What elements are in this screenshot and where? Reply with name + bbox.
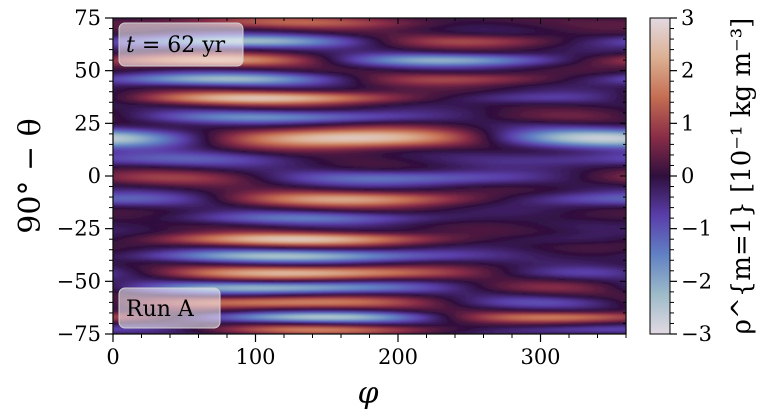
colorbar-tick-label: −3 <box>681 322 712 346</box>
x-tick-label: 0 <box>106 345 119 369</box>
y-tick-label: 25 <box>74 111 101 135</box>
colorbar-tick-label: 0 <box>681 164 694 188</box>
y-axis-title: 90° − θ <box>13 118 48 233</box>
time-badge-symbol: t <box>126 33 135 58</box>
y-tick-label: −50 <box>57 269 101 293</box>
y-tick-label: 50 <box>74 59 101 83</box>
colorbar-tick-label: 2 <box>681 59 694 83</box>
colorbar-title-text: ρ^{m=1} [10⁻¹ kg m⁻³] <box>727 18 757 335</box>
colorbar-title: ρ^{m=1} [10⁻¹ kg m⁻³] <box>727 18 757 335</box>
colorbar-tick-label: 3 <box>681 6 694 30</box>
x-axis-ticks: 0 100 200 300 <box>106 18 627 369</box>
y-tick-label: 0 <box>88 164 101 188</box>
colorbar-tick-label: 1 <box>681 111 694 135</box>
run-badge-text: Run A <box>126 297 195 322</box>
y-tick-label: 75 <box>74 6 101 30</box>
y-axis-title-text: 90° − θ <box>13 118 48 233</box>
colorbar: −3 −2 −1 0 1 2 3 ρ^{m=1} [10⁻¹ kg m⁻³] <box>649 6 757 346</box>
y-axis-ticks: −75 −50 −25 0 25 50 75 <box>57 6 626 346</box>
x-tick-label: 100 <box>235 345 275 369</box>
x-axis-title: φ <box>357 376 378 411</box>
colorbar-tick-label: −1 <box>681 217 712 241</box>
time-badge-text: t = 62 yr <box>126 33 226 58</box>
x-tick-label: 200 <box>378 345 418 369</box>
colorbar-tick-label: −2 <box>681 269 712 293</box>
time-badge-box <box>118 22 244 67</box>
heatmap-image <box>113 18 626 334</box>
colorbar-ticks: −3 −2 −1 0 1 2 3 <box>670 6 712 346</box>
x-tick-label: 300 <box>520 345 560 369</box>
heatmap-plot-area <box>112 17 627 335</box>
run-annotation: Run A <box>118 287 221 329</box>
y-tick-label: −75 <box>57 322 101 346</box>
time-badge-value: = 62 yr <box>135 33 226 58</box>
y-tick-label: −25 <box>57 217 101 241</box>
run-badge-box <box>118 287 221 329</box>
colorbar-bar <box>649 17 671 335</box>
time-annotation: t = 62 yr <box>118 22 244 67</box>
